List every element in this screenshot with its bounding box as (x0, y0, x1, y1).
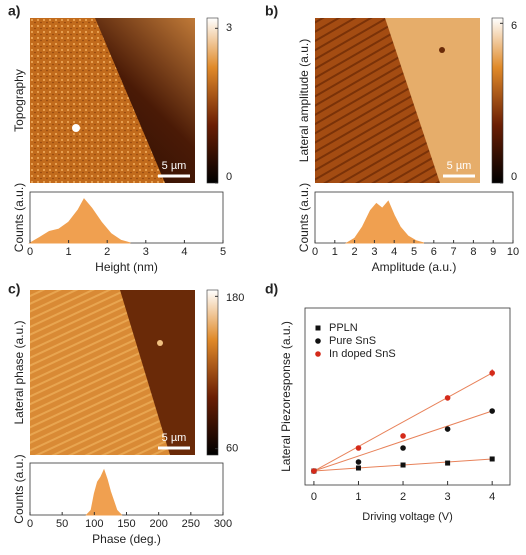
x-tick-label: 1 (66, 246, 72, 258)
data-point (444, 426, 451, 432)
x-tick-label: 50 (56, 518, 68, 530)
image-c (30, 290, 195, 455)
colorbar (206, 289, 219, 456)
legend-marker (315, 351, 321, 357)
x-tick-label: 4 (391, 246, 397, 258)
colorbar-tick-label: 180 (226, 292, 244, 304)
scale-bar-label: 5 µm (162, 160, 187, 172)
y-axis-label: Counts (a.u.) (12, 183, 26, 252)
y-axis-label: Counts (a.u.) (12, 454, 26, 523)
x-tick-label: 3 (371, 246, 377, 258)
legend-marker (315, 325, 321, 331)
x-tick-label: 300 (214, 518, 232, 530)
plot-frame (29, 462, 224, 516)
data-point (355, 459, 362, 465)
x-tick-label: 0 (312, 246, 318, 258)
image-b (315, 18, 480, 183)
x-axis-label: Driving voltage (V) (362, 511, 452, 523)
colorbar (491, 17, 504, 184)
colorbar-tick-label: 3 (226, 22, 232, 34)
x-tick-label: 2 (400, 491, 406, 503)
x-tick-label: 10 (507, 246, 519, 258)
histogram-area (28, 198, 131, 244)
x-tick-label: 9 (490, 246, 496, 258)
x-axis-label: Amplitude (a.u.) (372, 260, 457, 274)
histogram-area (344, 200, 425, 244)
data-point (444, 395, 451, 401)
x-tick-label: 5 (220, 246, 226, 258)
x-tick-label: 5 (411, 246, 417, 258)
fit-line (313, 410, 493, 472)
colorbar-tick-label: 0 (226, 171, 232, 183)
y-axis-label: Counts (a.u.) (297, 183, 311, 252)
image-a (30, 18, 195, 183)
scale-bar-label: 5 µm (447, 160, 472, 172)
y-axis-label: Lateral amplitude (a.u.) (297, 39, 311, 162)
y-axis-label: Lateral Piezoresponse (a.u.) (279, 321, 293, 472)
data-point (311, 468, 317, 474)
x-tick-label: 2 (352, 246, 358, 258)
x-tick-label: 250 (182, 518, 200, 530)
x-axis-label: Height (nm) (95, 260, 158, 274)
panel-label: c) (8, 281, 20, 297)
x-tick-label: 6 (431, 246, 437, 258)
legend-marker (315, 338, 321, 344)
data-point (400, 433, 406, 439)
x-tick-label: 8 (470, 246, 476, 258)
x-tick-label: 4 (489, 491, 495, 503)
x-tick-label: 200 (149, 518, 167, 530)
data-point (445, 460, 451, 466)
panel-label: d) (265, 281, 278, 297)
y-axis-label: Topography (12, 69, 26, 132)
colorbar-tick-label: 6 (511, 20, 517, 32)
scale-bar-label: 5 µm (162, 432, 187, 444)
legend-label: In doped SnS (329, 348, 396, 360)
x-tick-label: 3 (143, 246, 149, 258)
x-tick-label: 4 (181, 246, 187, 258)
panel-label: a) (8, 3, 20, 19)
plot-frame (304, 307, 511, 486)
fit-line (313, 372, 493, 472)
data-point (489, 370, 495, 376)
colorbar-tick-label: 0 (511, 171, 517, 183)
panel-label: b) (265, 3, 278, 19)
x-tick-label: 7 (451, 246, 457, 258)
data-point (489, 456, 495, 462)
legend-label: PPLN (329, 322, 358, 334)
x-tick-label: 2 (104, 246, 110, 258)
x-tick-label: 0 (311, 491, 317, 503)
colorbar-tick-label: 60 (226, 443, 238, 455)
data-point (400, 445, 406, 451)
plot-frame (314, 191, 514, 244)
x-tick-label: 1 (332, 246, 338, 258)
x-tick-label: 0 (27, 246, 33, 258)
x-tick-label: 100 (85, 518, 103, 530)
data-point (355, 465, 361, 471)
y-axis-label: Lateral phase (a.u.) (12, 320, 26, 424)
x-tick-label: 3 (445, 491, 451, 503)
data-point (355, 445, 362, 451)
data-point (400, 462, 406, 468)
legend-label: Pure SnS (329, 335, 376, 347)
colorbar (206, 17, 219, 184)
x-tick-label: 150 (117, 518, 135, 530)
histogram-area (85, 468, 123, 516)
data-point (489, 408, 495, 414)
x-axis-label: Phase (deg.) (92, 532, 161, 546)
x-tick-label: 0 (27, 518, 33, 530)
x-tick-label: 1 (355, 491, 361, 503)
